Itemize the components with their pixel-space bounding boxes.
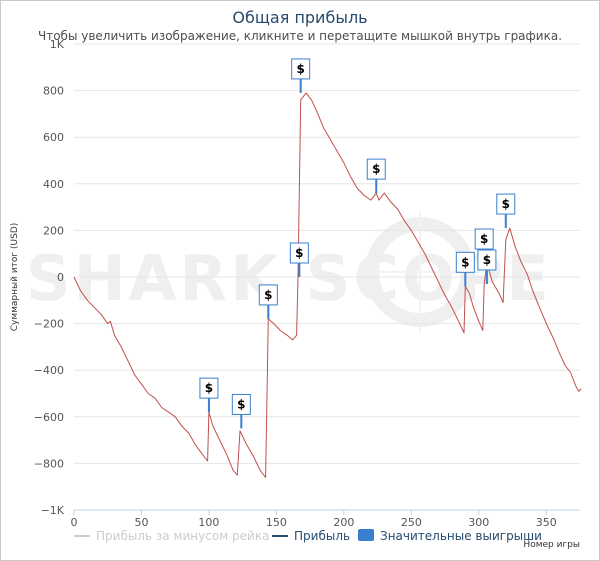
win-flag-label: $: [483, 253, 491, 267]
y-tick-label: 1K: [50, 38, 65, 51]
y-tick-label: −200: [34, 318, 64, 331]
y-axis-title: Суммарный итог (USD): [10, 223, 20, 332]
profit-series[interactable]: [73, 92, 582, 478]
chart-legend[interactable]: Прибыль за минусом рейка Прибыль Значитель…: [74, 529, 542, 543]
legend-item-label[interactable]: Прибыль за минусом рейка: [96, 529, 269, 543]
chart-grid: [74, 43, 580, 511]
win-flag-label: $: [461, 255, 469, 269]
win-flag-box[interactable]: [474, 228, 494, 250]
win-flag-label: $: [205, 381, 213, 395]
y-tick-label: 600: [43, 131, 64, 144]
x-tick-label: 250: [401, 516, 422, 529]
x-tick-label: 200: [333, 516, 354, 529]
y-tick-label: −1K: [41, 504, 65, 517]
significant-wins-flags[interactable]: $ $ $ $ $ $ $ $ $ $: [199, 58, 516, 429]
x-tick-label: 150: [266, 516, 287, 529]
profit-line[interactable]: [73, 92, 582, 478]
y-tick-label: 0: [57, 271, 64, 284]
win-flag-label: $: [237, 397, 245, 411]
x-tick-label: 100: [198, 516, 219, 529]
win-flag-label: $: [297, 62, 305, 76]
win-flag-box[interactable]: [289, 242, 309, 264]
x-tick-label: 0: [71, 516, 78, 529]
x-tick-label: 50: [134, 516, 148, 529]
win-flag-box[interactable]: [455, 251, 475, 273]
legend-item-label[interactable]: Значительные выигрыши: [380, 529, 542, 543]
y-tick-label: −400: [34, 364, 64, 377]
x-tick-label: 300: [468, 516, 489, 529]
x-tick-label: 350: [536, 516, 557, 529]
win-flag-box[interactable]: [496, 193, 516, 215]
win-flag-label: $: [372, 162, 380, 176]
win-flag-label: $: [264, 288, 272, 302]
win-flag-label: $: [502, 197, 510, 211]
win-flag-box[interactable]: [291, 58, 311, 80]
chart-axes: −1K −800 −600 −400 −200 0 200 400 600 800 1K 0 50 100…: [10, 38, 580, 550]
win-flag-box[interactable]: [366, 158, 386, 180]
x-axis-title: Номер игры: [523, 540, 580, 550]
y-tick-label: −600: [34, 411, 64, 424]
chart-subtitle: Чтобы увеличить изображение, кликните и …: [37, 29, 563, 43]
y-tick-label: −800: [34, 457, 64, 470]
chart-title: Общая прибыль: [232, 8, 368, 27]
y-tick-label: 800: [43, 85, 64, 98]
win-flag-box[interactable]: [258, 284, 278, 306]
win-flag-label: $: [480, 232, 488, 246]
win-flag-box[interactable]: [477, 249, 497, 271]
y-tick-label: 200: [43, 224, 64, 237]
win-flag-box[interactable]: [231, 393, 251, 415]
legend-item-label[interactable]: Прибыль: [294, 529, 350, 543]
legend-box-swatch: [358, 529, 374, 541]
win-flag-label: $: [295, 246, 303, 260]
y-tick-label: 400: [43, 178, 64, 191]
win-flag-box[interactable]: [199, 377, 219, 399]
